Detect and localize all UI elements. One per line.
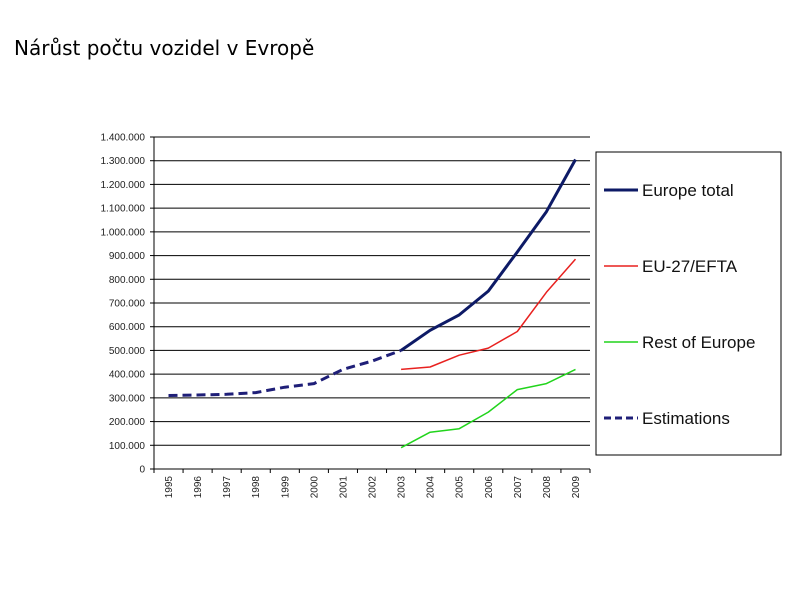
legend: Europe total EU-27/EFTA Rest of Europe Esti…: [595, 151, 782, 456]
x-tick-label: 2005: [455, 476, 466, 499]
series-line-rest-of-europe: [400, 368, 576, 449]
y-tick-label: 1.400.000: [101, 133, 146, 144]
x-tick-label: 1999: [280, 476, 291, 499]
series-line-eu-27-efta: [401, 258, 577, 371]
y-tick-label: 1.200.000: [101, 180, 146, 191]
x-tick-label: 1998: [251, 476, 262, 499]
y-tick-label: 600.000: [109, 322, 146, 333]
x-tick-label: 2000: [309, 476, 320, 499]
x-tick-label: 1995: [164, 476, 175, 499]
legend-label: Estimations: [642, 409, 730, 428]
series-lines: [168, 158, 577, 449]
legend-label: EU-27/EFTA: [642, 257, 738, 276]
x-tick-labels: 1995 1996 1997 1998 1999 2000 2001 2002 2003 2004…: [164, 476, 582, 499]
y-tick-label: 700.000: [109, 299, 146, 310]
x-tick-label: 2003: [397, 476, 408, 499]
y-tick-label: 100.000: [109, 441, 146, 452]
legend-label: Rest of Europe: [642, 333, 755, 352]
y-tick-label: 300.000: [109, 393, 146, 404]
y-tick-label: 1.300.000: [101, 156, 146, 167]
y-tick-label: 800.000: [109, 275, 146, 286]
axes: [150, 136, 591, 473]
x-tick-label: 1997: [222, 476, 233, 499]
y-tick-label: 500.000: [109, 346, 146, 357]
x-tick-label: 2007: [513, 476, 524, 499]
y-tick-label: 1.000.000: [101, 227, 146, 238]
series-line-europe-total: [400, 158, 577, 352]
series-line-estimations: [168, 348, 402, 397]
x-tick-label: 1996: [193, 476, 204, 499]
y-tick-label: 1.100.000: [101, 204, 146, 215]
y-tick-labels: 0 100.000 200.000 300.000 400.000 500.000 600.…: [101, 133, 146, 476]
legend-label: Europe total: [642, 181, 734, 200]
grid-lines: [154, 136, 590, 446]
x-tick-label: 2009: [571, 476, 582, 499]
x-tick-label: 2004: [426, 476, 437, 499]
y-tick-label: 200.000: [109, 417, 146, 428]
x-tick-label: 2008: [542, 476, 553, 499]
y-tick-label: 400.000: [109, 370, 146, 381]
page-title: Nárůst počtu vozidel v Evropě: [14, 36, 315, 60]
y-tick-label: 0: [139, 465, 145, 476]
x-tick-label: 2001: [338, 476, 349, 499]
x-tick-label: 2006: [484, 476, 495, 499]
x-tick-label: 2002: [368, 476, 379, 499]
y-tick-label: 900.000: [109, 251, 146, 262]
legend-box: [595, 151, 782, 456]
